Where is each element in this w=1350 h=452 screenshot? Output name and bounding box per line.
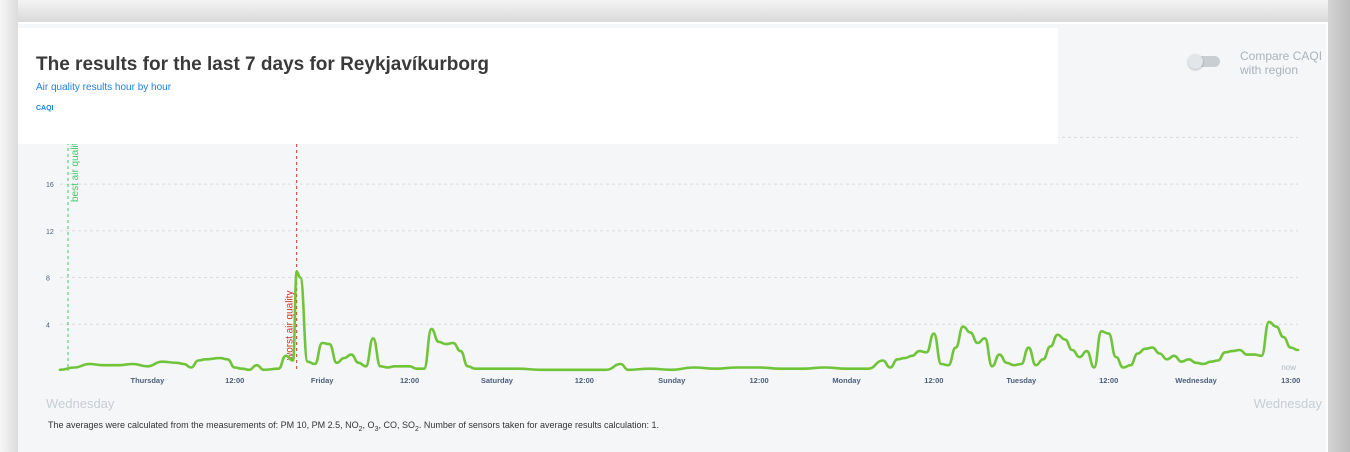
x-tick-label: 12:00 xyxy=(400,376,419,385)
y-tick-label: 4 xyxy=(46,322,50,329)
y-tick-labels: 4 8 12 16 xyxy=(46,182,54,329)
x-tick-label: Friday xyxy=(311,376,334,385)
footnote-o: , O xyxy=(362,420,375,430)
footnote-suffix: . Number of sensors taken for average re… xyxy=(418,420,660,430)
footnote-co: , CO, SO xyxy=(378,420,415,430)
x-tick-label: 12:00 xyxy=(575,376,594,385)
x-tick-label: 13:00 xyxy=(1281,376,1300,385)
sub-so2: 2 xyxy=(414,425,419,433)
header-panel: The results for the last 7 days for Reyk… xyxy=(18,28,1058,144)
results-card: 4 8 12 16 Thursday 12:00 Friday 12:00 Saturday 1… xyxy=(18,24,1326,452)
window-left-edge xyxy=(0,0,18,452)
page-title: The results for the last 7 days for Reyk… xyxy=(36,54,489,75)
x-tick-label: 12:00 xyxy=(225,376,244,385)
worst-quality-label: worst air quality xyxy=(285,291,296,361)
x-tick-label: Wednesday xyxy=(1175,376,1217,385)
range-end-day: Wednesday xyxy=(1253,396,1322,411)
y-tick-label: 16 xyxy=(46,182,54,189)
y-axis-label: CAQI xyxy=(36,105,54,112)
x-tick-label: 12:00 xyxy=(924,376,943,385)
x-tick-label: Saturday xyxy=(481,376,514,385)
x-tick-label: Monday xyxy=(832,376,861,385)
compare-region-label: Compare CAQI with region xyxy=(1240,49,1323,77)
sub-o3: 3 xyxy=(374,425,379,433)
toggle-track xyxy=(1188,56,1220,67)
caqi-series-line xyxy=(58,270,1300,372)
sub-no2: 2 xyxy=(358,425,363,433)
window-right-edge xyxy=(1328,0,1350,452)
x-tick-label: Tuesday xyxy=(1006,376,1037,385)
chart-annotations: best air quality worst air quality now xyxy=(67,120,1296,372)
now-label: now xyxy=(1281,363,1296,372)
x-tick-label: 12:00 xyxy=(750,376,769,385)
x-tick-label: 12:00 xyxy=(1099,376,1118,385)
compare-region-toggle[interactable] xyxy=(1188,54,1222,69)
x-tick-label: Sunday xyxy=(658,376,686,385)
y-tick-label: 12 xyxy=(46,229,54,236)
page-subtitle: Air quality results hour by hour xyxy=(36,82,172,93)
x-tick-labels: Thursday 12:00 Friday 12:00 Saturday 12:00 Sun… xyxy=(131,376,1301,385)
toggle-knob xyxy=(1188,54,1203,69)
window-top-edge xyxy=(0,0,1350,22)
y-tick-label: 8 xyxy=(46,276,50,283)
averages-footnote: The averages were calculated from the me… xyxy=(48,420,659,433)
chart-grid xyxy=(60,136,1298,325)
x-tick-label: Thursday xyxy=(131,376,166,385)
range-start-day: Wednesday xyxy=(46,396,115,411)
footnote-prefix: The averages were calculated from the me… xyxy=(48,420,359,430)
best-quality-label: best air quality xyxy=(70,138,81,202)
